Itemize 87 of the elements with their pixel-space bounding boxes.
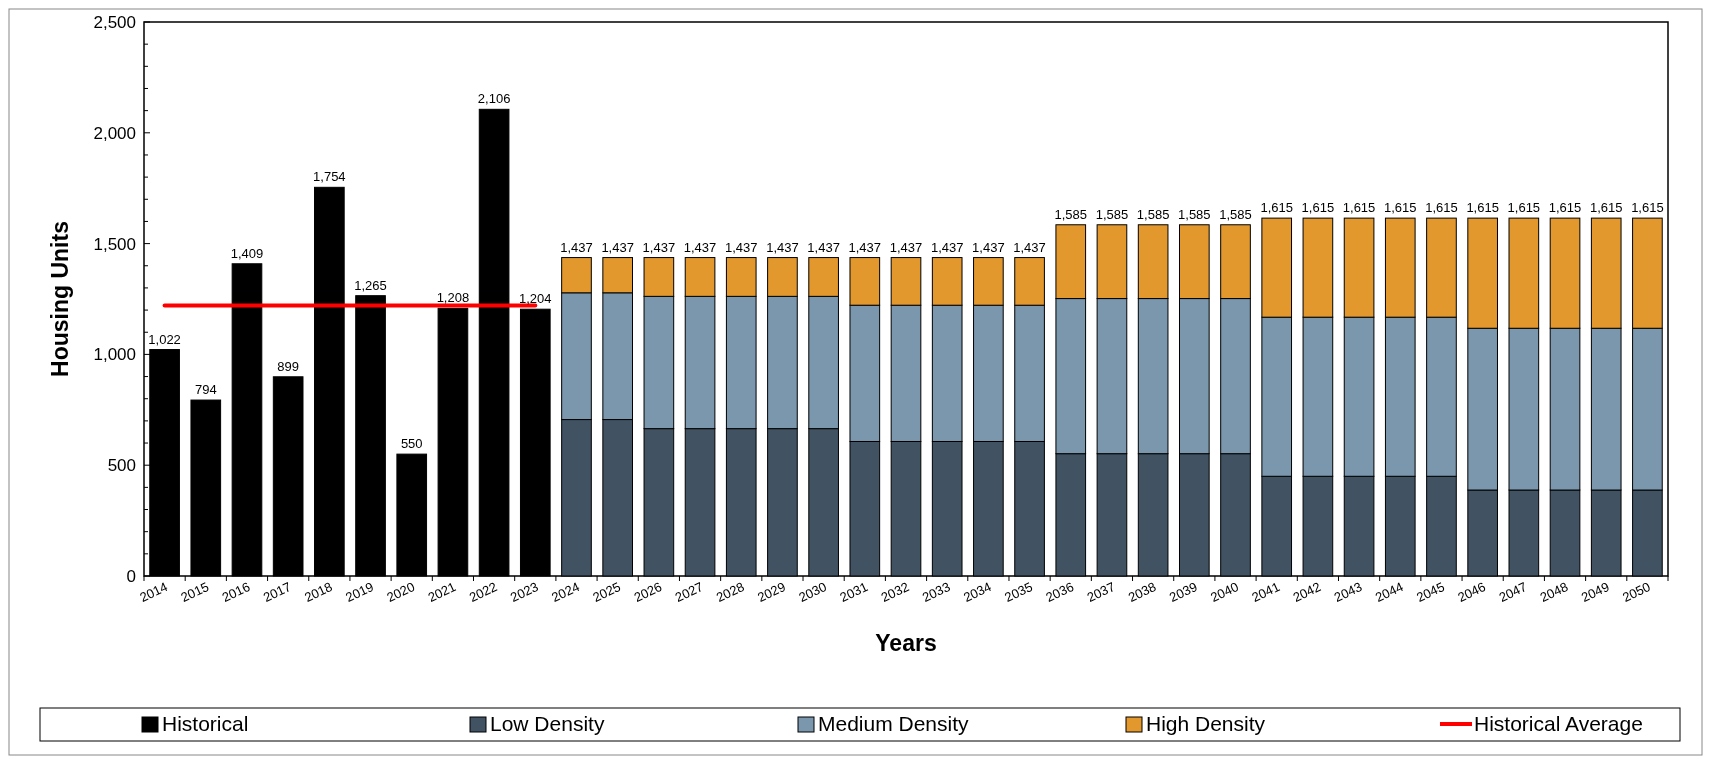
legend-label: High Density <box>1146 712 1266 735</box>
total-label: 1,615 <box>1260 200 1293 216</box>
x-tick-label: 2038 <box>1125 579 1159 605</box>
total-label: 1,585 <box>1136 206 1170 222</box>
x-tick-label: 2027 <box>672 579 706 605</box>
x-tick-label: 2028 <box>713 579 747 605</box>
x-tick-label: 2049 <box>1578 579 1612 605</box>
total-label: 1,437 <box>724 239 758 255</box>
x-tick-label: 2043 <box>1331 579 1365 605</box>
legend-label: Low Density <box>490 712 605 735</box>
x-tick-label: 2044 <box>1372 579 1406 605</box>
x-tick-label: 2023 <box>508 579 541 605</box>
total-label: 1,437 <box>683 239 717 255</box>
total-label: 1,754 <box>313 169 346 185</box>
total-label: 1,585 <box>1219 206 1252 222</box>
total-label: 1,437 <box>766 239 799 255</box>
total-label: 2,106 <box>477 91 511 107</box>
y-tick-label: 1,000 <box>93 345 136 365</box>
total-label: 1,615 <box>1342 200 1376 216</box>
total-label: 899 <box>277 358 300 374</box>
legend-label: Historical <box>162 712 249 735</box>
total-label: 1,022 <box>148 331 181 347</box>
x-tick-label: 2014 <box>137 579 170 605</box>
x-tick-label: 2036 <box>1043 579 1077 605</box>
total-label: 1,437 <box>889 239 923 255</box>
x-tick-label: 2021 <box>425 579 459 605</box>
x-tick-label: 2040 <box>1208 579 1241 605</box>
total-label: 1,585 <box>1054 206 1088 222</box>
x-tick-label: 2029 <box>755 579 788 605</box>
total-label: 1,437 <box>848 239 882 255</box>
x-tick-label: 2048 <box>1537 579 1571 605</box>
y-tick-label: 2,000 <box>93 123 136 143</box>
total-label: 1,437 <box>560 239 593 255</box>
x-tick-label: 2025 <box>590 579 623 605</box>
x-tick-label: 2030 <box>796 579 829 605</box>
x-tick-label: 2035 <box>1002 579 1035 605</box>
total-label: 1,615 <box>1631 200 1664 216</box>
x-tick-label: 2026 <box>631 579 665 605</box>
total-label: 1,437 <box>930 239 964 255</box>
total-label: 1,585 <box>1095 206 1129 222</box>
x-tick-label: 2016 <box>219 579 253 605</box>
total-label: 1,208 <box>436 290 470 306</box>
total-label: 1,437 <box>807 239 840 255</box>
legend-label: Historical Average <box>1474 712 1643 735</box>
x-tick-label: 2015 <box>178 579 212 605</box>
x-tick-label: 2019 <box>343 579 376 605</box>
x-tick-label: 2037 <box>1084 579 1118 605</box>
total-label: 550 <box>400 436 423 452</box>
x-tick-label: 2034 <box>961 579 994 605</box>
x-tick-label: 2047 <box>1496 579 1530 605</box>
y-tick-label: 0 <box>126 567 136 586</box>
y-axis-title: Housing Units <box>47 221 73 377</box>
x-tick-label: 2042 <box>1290 579 1324 605</box>
x-axis-title: Years <box>875 630 937 656</box>
x-tick-label: 2024 <box>549 579 582 605</box>
total-label: 1,437 <box>972 239 1005 255</box>
x-tick-label: 2033 <box>919 579 953 605</box>
total-label: 1,615 <box>1301 200 1335 216</box>
total-label: 1,615 <box>1507 200 1541 216</box>
x-tick-label: 2017 <box>260 579 294 605</box>
x-tick-label: 2039 <box>1167 579 1200 605</box>
y-tick-label: 2,500 <box>93 13 136 32</box>
total-label: 1,265 <box>354 277 387 293</box>
total-label: 1,204 <box>519 291 552 307</box>
total-label: 1,437 <box>601 239 634 255</box>
total-label: 1,409 <box>230 245 264 261</box>
total-label: 1,615 <box>1548 200 1582 216</box>
total-label: 1,585 <box>1178 206 1211 222</box>
x-tick-label: 2046 <box>1455 579 1488 605</box>
total-label: 1,615 <box>1425 200 1458 216</box>
x-tick-label: 2041 <box>1249 579 1282 605</box>
y-tick-label: 500 <box>107 456 136 476</box>
total-label: 1,615 <box>1384 200 1417 216</box>
total-label: 1,615 <box>1466 200 1499 216</box>
x-tick-label: 2020 <box>384 579 417 605</box>
x-tick-label: 2032 <box>878 579 912 605</box>
total-label: 1,437 <box>1013 239 1046 255</box>
total-label: 1,615 <box>1589 200 1623 216</box>
x-tick-label: 2031 <box>837 579 871 605</box>
x-tick-label: 2018 <box>302 579 335 605</box>
total-label: 1,437 <box>642 239 676 255</box>
x-tick-label: 2050 <box>1620 579 1653 605</box>
legend-label: Medium Density <box>818 712 970 735</box>
x-tick-label: 2022 <box>466 579 500 605</box>
y-tick-label: 1,500 <box>93 234 136 254</box>
total-label: 794 <box>194 382 217 398</box>
x-tick-label: 2045 <box>1414 579 1447 605</box>
